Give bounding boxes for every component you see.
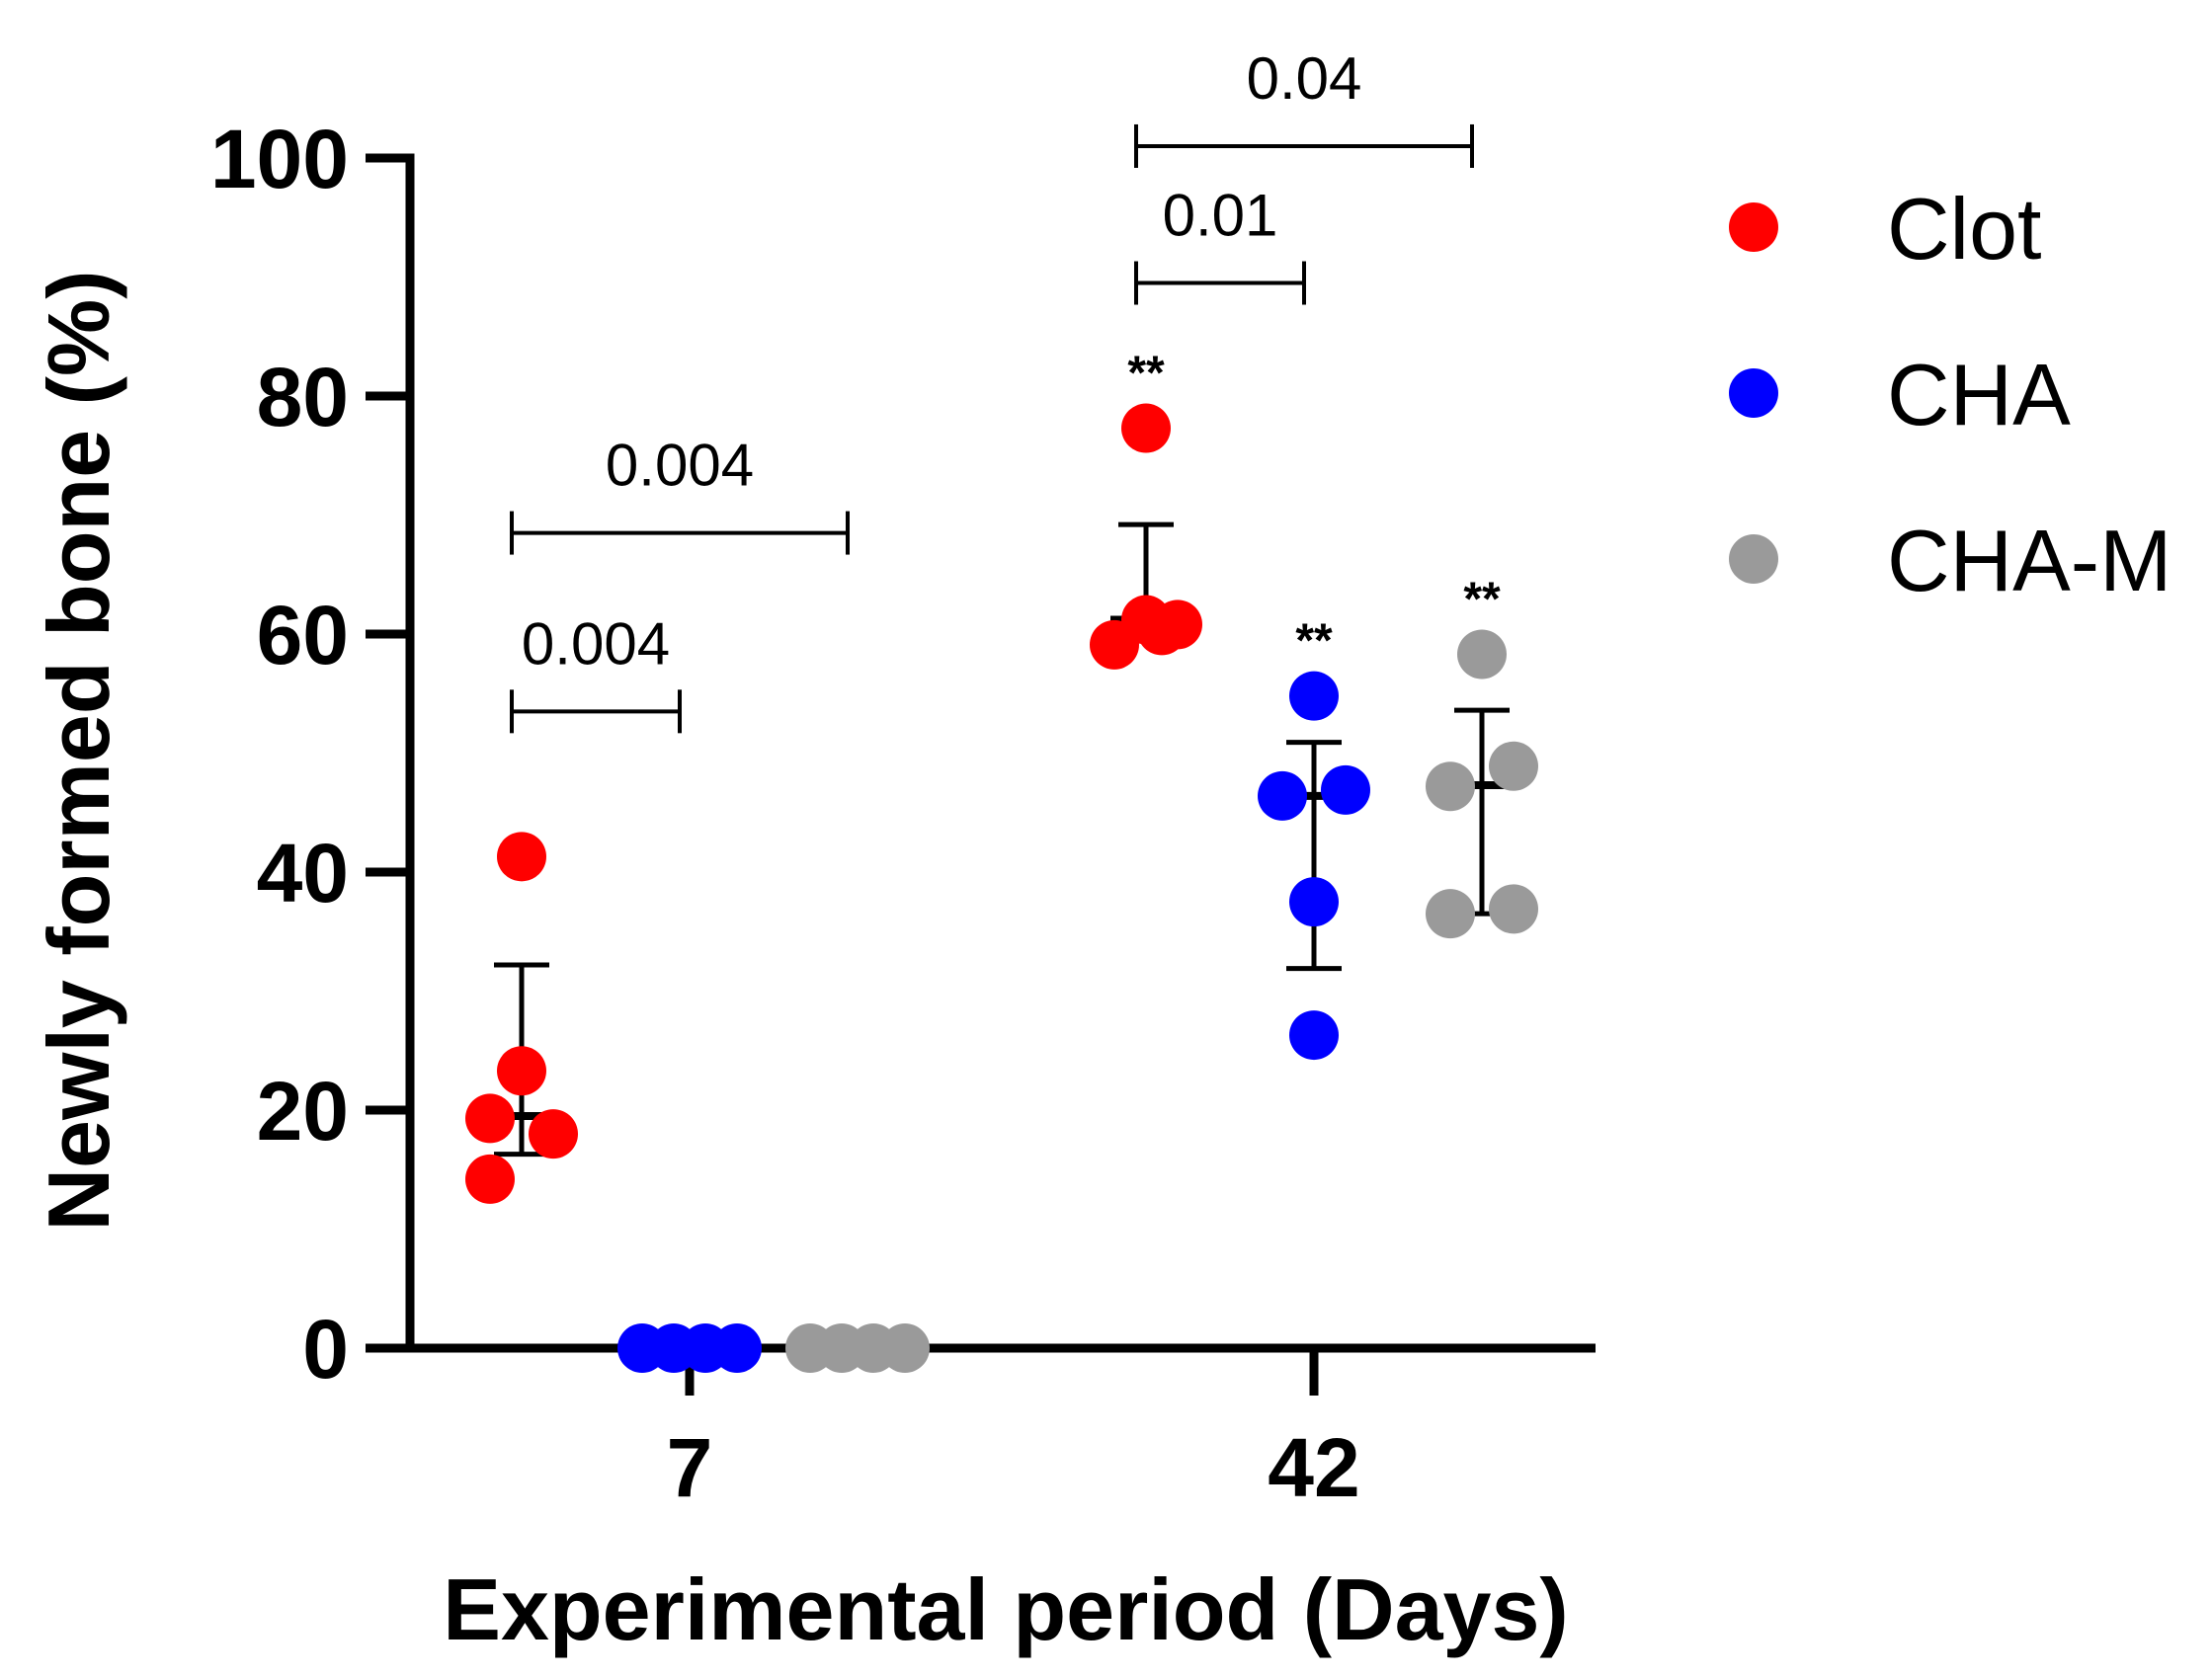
data-point (712, 1323, 762, 1373)
y-tick-label: 60 (257, 589, 349, 681)
comparison-brackets: 0.004 0.004 0.01 0.04 (510, 45, 1474, 734)
data-point (1489, 741, 1538, 791)
legend-marker (1729, 202, 1778, 252)
data-point (1489, 884, 1538, 934)
data-point (465, 1093, 515, 1144)
y-tick-label: 100 (210, 113, 349, 205)
legend-label: Clot (1887, 180, 2042, 278)
data-point (1153, 600, 1202, 650)
data-point (465, 1154, 515, 1204)
data-point (1426, 889, 1475, 939)
axes (405, 153, 1596, 1353)
data-points: ** ** ** (465, 348, 1538, 1373)
significance-marker: ** (1463, 573, 1501, 625)
y-axis-ticks: 0 20 40 60 80 100 (210, 113, 410, 1396)
y-tick-label: 40 (257, 827, 349, 919)
significance-marker: ** (1295, 615, 1333, 668)
data-point (1121, 403, 1171, 453)
y-tick-label: 80 (257, 351, 349, 443)
x-tick-label: 7 (667, 1421, 713, 1514)
data-point (1321, 764, 1370, 815)
comparison-p-value: 0.004 (606, 433, 754, 499)
y-tick-label: 0 (302, 1303, 349, 1396)
legend-label: CHA-M (1887, 512, 2171, 609)
x-axis-title: Experimental period (Days) (443, 1560, 1568, 1658)
x-axis-ticks: 7 42 (667, 1348, 1360, 1514)
data-point (497, 1046, 546, 1096)
data-point (1426, 761, 1475, 812)
significance-marker: ** (1127, 348, 1165, 400)
x-tick-label: 42 (1268, 1421, 1359, 1514)
data-point (1258, 770, 1307, 821)
data-point (497, 832, 546, 882)
data-point (1289, 1010, 1339, 1061)
comparison-p-value: 0.004 (522, 610, 670, 677)
data-point (1289, 877, 1339, 927)
y-axis-title: Newly formed bone (%) (30, 271, 127, 1232)
data-point (529, 1109, 578, 1159)
legend-marker (1729, 368, 1778, 418)
legend-label: CHA (1887, 346, 2071, 443)
data-point (1289, 671, 1339, 721)
data-point (1457, 629, 1507, 680)
comparison-p-value: 0.01 (1163, 183, 1278, 249)
data-point (880, 1323, 930, 1373)
legend-marker (1729, 534, 1778, 584)
y-tick-label: 20 (257, 1065, 349, 1158)
comparison-p-value: 0.04 (1247, 45, 1362, 112)
legend: Clot CHA CHA-M (1729, 180, 2171, 609)
